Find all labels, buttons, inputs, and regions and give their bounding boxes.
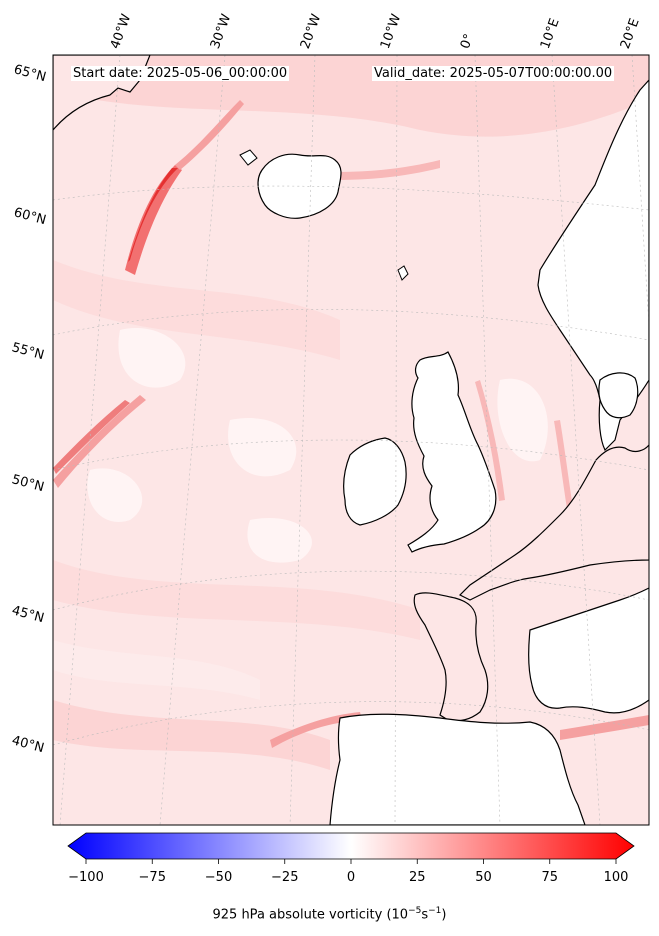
valid-date-label: Valid_date: 2025-05-07T00:00:00.00	[372, 66, 615, 81]
colorbar-tick-label: 0	[346, 870, 356, 885]
vorticity-field	[53, 55, 649, 825]
start-date-label: Start date: 2025-05-06_00:00:00	[71, 66, 290, 81]
colorbar-tick-label: −50	[204, 870, 233, 885]
colorbar-tick-label: −100	[68, 870, 104, 885]
colorbar-tick-label: 25	[408, 870, 426, 885]
graticule	[53, 55, 649, 825]
map-frame	[52, 54, 650, 826]
colorbar-tick-label: −75	[138, 870, 166, 885]
colorbar	[67, 832, 635, 864]
colorbar-tick-label: 50	[475, 870, 492, 885]
colorbar-tick-label: 75	[541, 870, 559, 885]
colorbar-tick-label: −25	[271, 870, 299, 885]
colorbar-tick-label: 100	[603, 870, 629, 885]
colorbar-title: 925 hPa absolute vorticity (10−5s−1)	[212, 906, 447, 923]
